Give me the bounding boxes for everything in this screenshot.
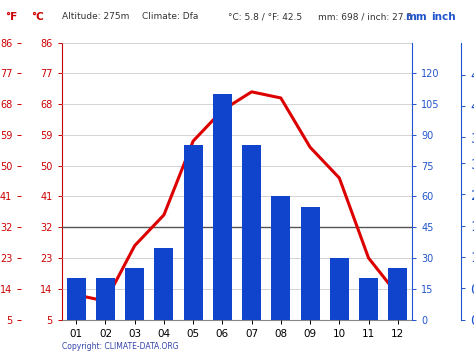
- Bar: [359, 278, 378, 320]
- Text: inch: inch: [431, 12, 456, 22]
- Text: Copyright: CLIMATE-DATA.ORG: Copyright: CLIMATE-DATA.ORG: [62, 343, 178, 351]
- Bar: [125, 268, 144, 320]
- Bar: [213, 94, 232, 320]
- Bar: [183, 145, 203, 320]
- Text: Altitude: 275m: Altitude: 275m: [62, 12, 129, 21]
- Bar: [330, 258, 349, 320]
- Text: °F: °F: [5, 12, 17, 22]
- Text: mm: mm: [405, 12, 427, 22]
- Bar: [67, 278, 86, 320]
- Bar: [301, 207, 319, 320]
- Bar: [242, 145, 261, 320]
- Bar: [388, 268, 407, 320]
- Bar: [96, 278, 115, 320]
- Text: mm: 698 / inch: 27.5: mm: 698 / inch: 27.5: [318, 12, 412, 21]
- Text: °C: °C: [31, 12, 44, 22]
- Bar: [271, 196, 291, 320]
- Bar: [155, 248, 173, 320]
- Text: °C: 5.8 / °F: 42.5: °C: 5.8 / °F: 42.5: [228, 12, 301, 21]
- Text: Climate: Dfa: Climate: Dfa: [142, 12, 199, 21]
